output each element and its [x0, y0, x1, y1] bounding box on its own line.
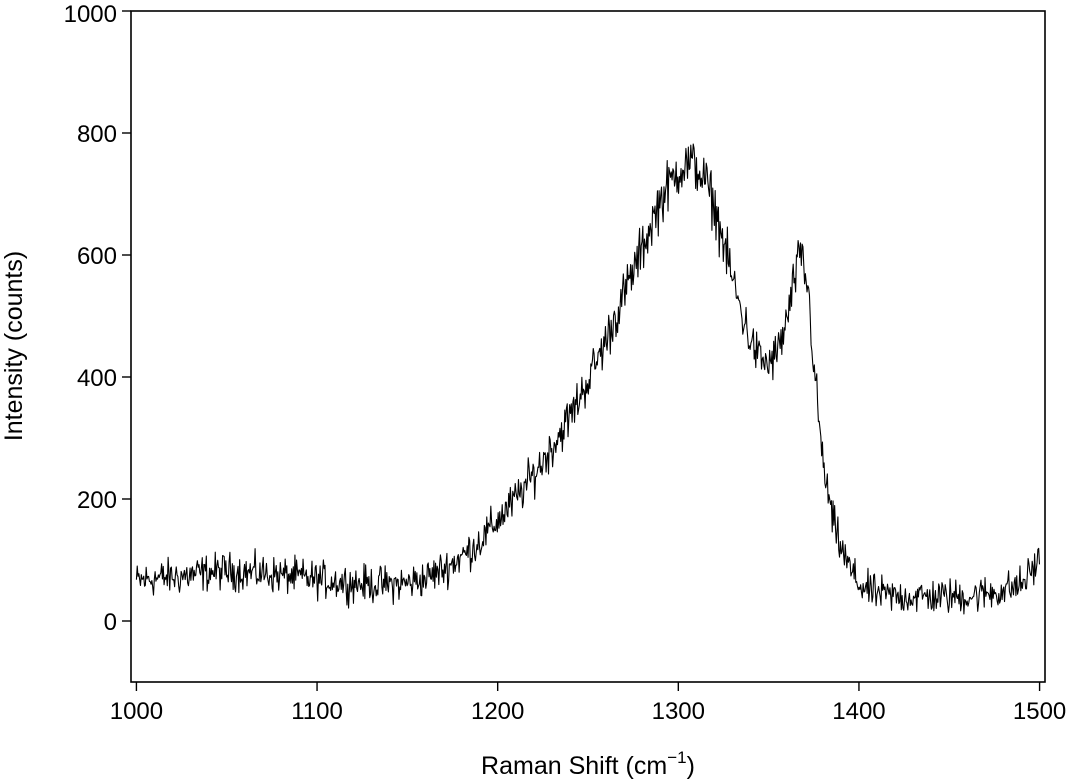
x-tick-label: 1300 [652, 698, 705, 725]
spectrum-series-line [135, 143, 1041, 615]
y-tick-label: 200 [77, 487, 117, 514]
x-tick-label: 1400 [832, 698, 885, 725]
x-tick-label: 1000 [110, 698, 163, 725]
y-tick-label: 600 [77, 243, 117, 270]
x-axis: 1000 1100 1200 1300 1400 1500 [110, 682, 1066, 725]
x-tick-label: 1100 [291, 698, 343, 725]
plot-frame [130, 10, 1046, 683]
y-tick-label: 0 [104, 609, 117, 636]
y-axis: 0 200 400 600 800 1000 [64, 1, 131, 636]
y-tick-label: 1000 [64, 1, 117, 28]
x-tick-label: 1200 [471, 698, 524, 725]
y-tick-label: 400 [77, 365, 117, 392]
y-tick-label: 800 [77, 121, 117, 148]
x-axis-title: Raman Shift (cm−1) [481, 748, 695, 780]
y-axis-title: Intensity (counts) [0, 251, 28, 441]
x-tick-label: 1500 [1013, 698, 1066, 725]
